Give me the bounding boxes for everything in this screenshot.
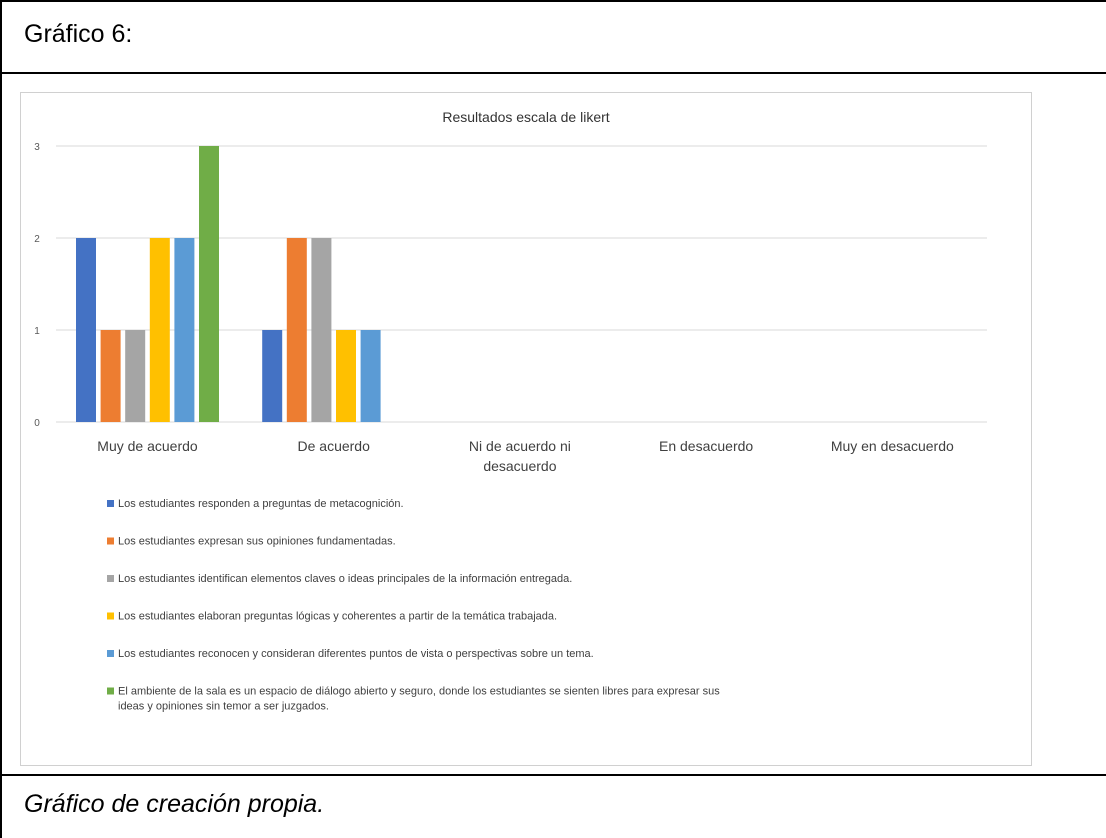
legend-swatch [107,575,114,582]
bar [149,238,170,422]
chart-container: Resultados escala de likert 0 1 2 3 Muy de … [20,92,1032,766]
bar [311,238,332,422]
legend-swatch [107,500,114,507]
legend-swatch [107,650,114,657]
legend-label: Los estudiantes reconocen y consideran d… [118,648,594,660]
x-category-label: desacuerdo [483,458,556,474]
legend-label: Los estudiantes elaboran preguntas lógic… [118,611,557,623]
bar [100,330,121,422]
y-tick-label: 0 [34,418,40,429]
legend-swatch [107,537,114,545]
caption-text: Gráfico de creación propia. [24,790,325,818]
bar [262,330,283,422]
y-tick-label: 1 [34,326,40,337]
likert-bar-chart: Resultados escala de likert 0 1 2 3 Muy de … [34,109,987,713]
bar [199,146,219,422]
bar [76,238,96,422]
legend-swatch [107,687,114,695]
chart-title: Resultados escala de likert [442,109,609,125]
legend-swatch [107,612,114,620]
y-tick-label: 3 [34,142,40,153]
y-tick-label: 2 [34,234,40,245]
bar [174,238,195,422]
legend-label: Los estudiantes expresan sus opiniones f… [118,536,396,548]
legend-label: Los estudiantes identifican elementos cl… [118,573,572,585]
figure-title: Gráfico 6: [24,20,133,48]
figure-caption: Gráfico de creación propia. [2,774,1106,838]
bar [360,330,381,422]
bar [336,330,356,422]
bar [286,238,307,422]
x-category-label: De acuerdo [298,438,371,454]
x-category-label: En desacuerdo [659,438,753,454]
x-category-label: Muy de acuerdo [97,438,198,454]
x-category-label: Muy en desacuerdo [831,438,954,454]
legend-label: El ambiente de la sala es un espacio de … [118,686,720,698]
figure-header: Gráfico 6: [2,2,1106,74]
x-category-label: Ni de acuerdo ni [469,438,571,454]
legend-label: Los estudiantes responden a preguntas de… [118,498,404,510]
legend-label: ideas y opiniones sin temor a ser juzgad… [118,701,329,713]
bar [125,330,146,422]
